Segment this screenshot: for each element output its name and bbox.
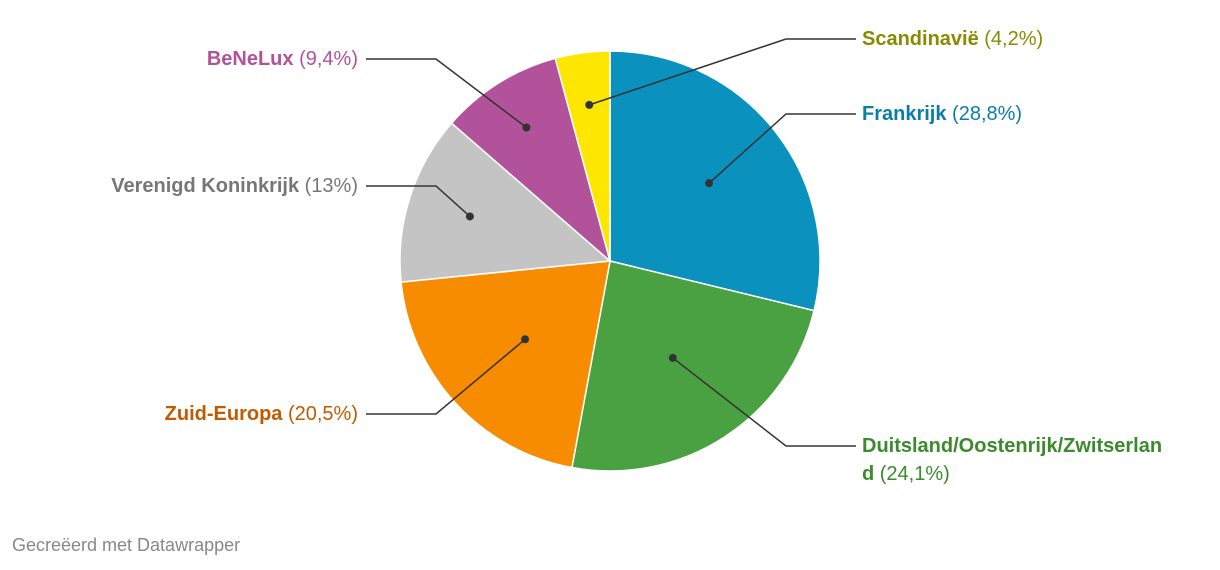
slice-label-name: Duitsland/Oostenrijk/Zwitserlan [862, 435, 1162, 457]
slice-label-frankrijk: Frankrijk (28,8%) [862, 103, 1022, 125]
pie-slice-frankrijk [609, 50, 821, 312]
slice-label-value: (24,1%) [874, 463, 950, 485]
slice-label-benelux: BeNeLux (9,4%) [207, 48, 358, 70]
slice-label-value: (20,5%) [282, 403, 358, 425]
slice-label-name: BeNeLux [207, 48, 294, 70]
slice-label-duitsland-oostenrijk-zwitserland: Duitsland/Oostenrijk/Zwitserlan d (24,1%) [862, 435, 1162, 485]
leader-dot-benelux [522, 123, 531, 132]
leader-line-zuid-europa [366, 338, 526, 415]
leader-dot-verenigd-koninkrijk [465, 212, 474, 221]
pie-slice-scandinavi [554, 50, 611, 262]
leader-line-scandinavi [589, 38, 856, 106]
leader-dot-scandinavi [585, 100, 594, 109]
leader-line-frankrijk [708, 113, 856, 184]
slice-label-value: (13%) [299, 175, 358, 197]
leader-dot-zuid-europa [521, 335, 530, 344]
slice-label-scandinavi: Scandinavië (4,2%) [862, 28, 1043, 50]
leader-dot-frankrijk [705, 179, 714, 188]
leader-line-duitsland-oostenrijk-zwitserland [672, 357, 856, 447]
pie-slice-zuid-europa [400, 260, 611, 469]
slice-label-name: Zuid-Europa [165, 403, 284, 425]
slice-label-name: d [862, 463, 874, 485]
pie-slice-verenigd-koninkrijk [399, 122, 612, 283]
slice-label-verenigd-koninkrijk: Verenigd Koninkrijk (13%) [111, 175, 358, 197]
slice-label-value: (4,2%) [979, 28, 1043, 50]
slice-label-name: Frankrijk [862, 103, 947, 125]
pie-chart: Frankrijk (28,8%) Duitsland/Oostenrijk/Zw… [111, 28, 1162, 485]
leader-line-verenigd-koninkrijk [366, 185, 471, 218]
slice-label-name: Scandinavië [862, 28, 979, 50]
leader-line-benelux [366, 58, 527, 129]
pie-slice-duitsland-oostenrijk-zwitserland [571, 260, 815, 472]
leader-dot-duitsland-oostenrijk-zwitserland [668, 353, 677, 362]
slice-label-zuid-europa: Zuid-Europa (20,5%) [165, 403, 358, 425]
slice-label-name: Verenigd Koninkrijk [111, 175, 300, 197]
slice-label-value: (9,4%) [294, 48, 358, 70]
credit-text: Gecreëerd met Datawrapper [12, 535, 241, 555]
slice-label-value: (28,8%) [946, 103, 1022, 125]
pie-slice-benelux [450, 57, 612, 264]
